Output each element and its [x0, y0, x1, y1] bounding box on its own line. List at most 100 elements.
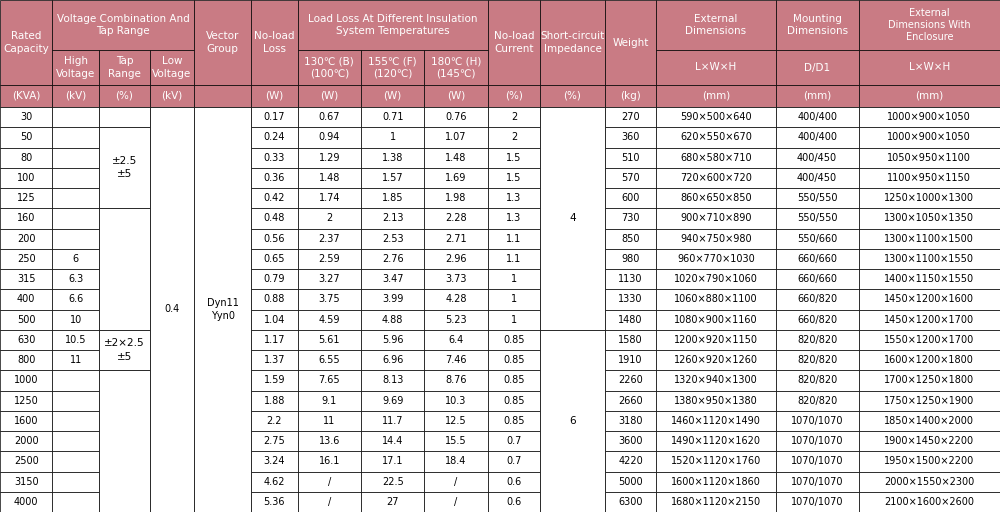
Bar [251, 249, 298, 269]
Bar [656, 208, 776, 228]
Text: 0.6: 0.6 [506, 497, 522, 507]
Bar [859, 208, 1000, 228]
Text: 6.96: 6.96 [382, 355, 403, 365]
Bar [99, 411, 150, 431]
Bar [424, 431, 488, 451]
Text: Voltage Combination And
Tap Range: Voltage Combination And Tap Range [57, 14, 190, 36]
Bar [488, 411, 540, 431]
Bar [859, 330, 1000, 350]
Text: 1520×1120×1760: 1520×1120×1760 [671, 456, 761, 466]
Text: 1490×1120×1620: 1490×1120×1620 [671, 436, 761, 446]
Bar [361, 208, 424, 228]
Bar [194, 431, 251, 451]
Bar [424, 370, 488, 391]
Bar [99, 370, 150, 512]
Bar [52, 147, 99, 168]
Text: 1450×1200×1700: 1450×1200×1700 [884, 315, 974, 325]
Bar [656, 249, 776, 269]
Text: 4: 4 [569, 214, 576, 223]
Text: Tap
Range: Tap Range [108, 56, 141, 79]
Bar [52, 431, 99, 451]
Text: 12.5: 12.5 [445, 416, 467, 426]
Text: 2: 2 [511, 112, 517, 122]
Text: 1000×900×1050: 1000×900×1050 [887, 112, 971, 122]
Bar [251, 228, 298, 249]
Bar [194, 107, 251, 127]
Text: 1300×1100×1550: 1300×1100×1550 [884, 254, 974, 264]
Text: 660/820: 660/820 [797, 294, 837, 304]
Text: 3.27: 3.27 [318, 274, 340, 284]
Bar [150, 391, 194, 411]
Text: 1600: 1600 [14, 416, 38, 426]
Bar [656, 188, 776, 208]
Bar [150, 107, 194, 127]
Text: 130℃ (B)
(100℃): 130℃ (B) (100℃) [304, 56, 354, 79]
Text: 1000: 1000 [14, 375, 38, 386]
Text: 8.76: 8.76 [445, 375, 467, 386]
Bar [251, 472, 298, 492]
Bar [150, 431, 194, 451]
Bar [99, 85, 150, 107]
Bar [251, 147, 298, 168]
Text: 4.59: 4.59 [319, 315, 340, 325]
Bar [194, 370, 251, 391]
Bar [52, 0, 194, 50]
Text: 600: 600 [621, 193, 640, 203]
Bar [0, 228, 52, 249]
Text: Short-circuit
Impedance: Short-circuit Impedance [540, 31, 605, 54]
Bar [424, 289, 488, 309]
Text: 0.24: 0.24 [264, 133, 285, 142]
Bar [605, 107, 656, 127]
Bar [99, 107, 150, 127]
Bar [424, 269, 488, 289]
Bar [298, 330, 361, 350]
Bar [0, 370, 52, 391]
Bar [540, 492, 605, 512]
Text: 5.36: 5.36 [264, 497, 285, 507]
Text: 4.88: 4.88 [382, 315, 403, 325]
Text: (%): (%) [564, 91, 581, 101]
Bar [99, 370, 150, 391]
Bar [424, 391, 488, 411]
Text: 590×500×640: 590×500×640 [680, 112, 752, 122]
Text: No-load
Loss: No-load Loss [254, 31, 295, 54]
Bar [859, 411, 1000, 431]
Bar [251, 350, 298, 370]
Bar [776, 269, 859, 289]
Text: 2.75: 2.75 [264, 436, 285, 446]
Bar [605, 0, 656, 85]
Bar [361, 269, 424, 289]
Bar [424, 50, 488, 85]
Text: 1550×1200×1700: 1550×1200×1700 [884, 335, 974, 345]
Text: 11: 11 [323, 416, 335, 426]
Bar [540, 208, 605, 228]
Text: 1750×1250×1900: 1750×1250×1900 [884, 396, 974, 406]
Text: External
Dimensions: External Dimensions [685, 14, 746, 36]
Bar [251, 431, 298, 451]
Bar [361, 451, 424, 472]
Bar [298, 472, 361, 492]
Bar [361, 391, 424, 411]
Bar [251, 309, 298, 330]
Bar [150, 411, 194, 431]
Bar [424, 107, 488, 127]
Bar [605, 249, 656, 269]
Bar [361, 289, 424, 309]
Text: /: / [454, 497, 458, 507]
Bar [150, 269, 194, 289]
Bar [776, 431, 859, 451]
Text: 1.74: 1.74 [319, 193, 340, 203]
Bar [776, 472, 859, 492]
Bar [298, 188, 361, 208]
Text: 500: 500 [17, 315, 35, 325]
Bar [361, 107, 424, 127]
Bar [540, 330, 605, 512]
Text: 1.85: 1.85 [382, 193, 403, 203]
Bar [656, 0, 776, 50]
Bar [194, 107, 251, 512]
Text: 1.98: 1.98 [445, 193, 467, 203]
Bar [656, 107, 776, 127]
Bar [99, 249, 150, 269]
Text: 2.28: 2.28 [445, 214, 467, 223]
Bar [99, 269, 150, 289]
